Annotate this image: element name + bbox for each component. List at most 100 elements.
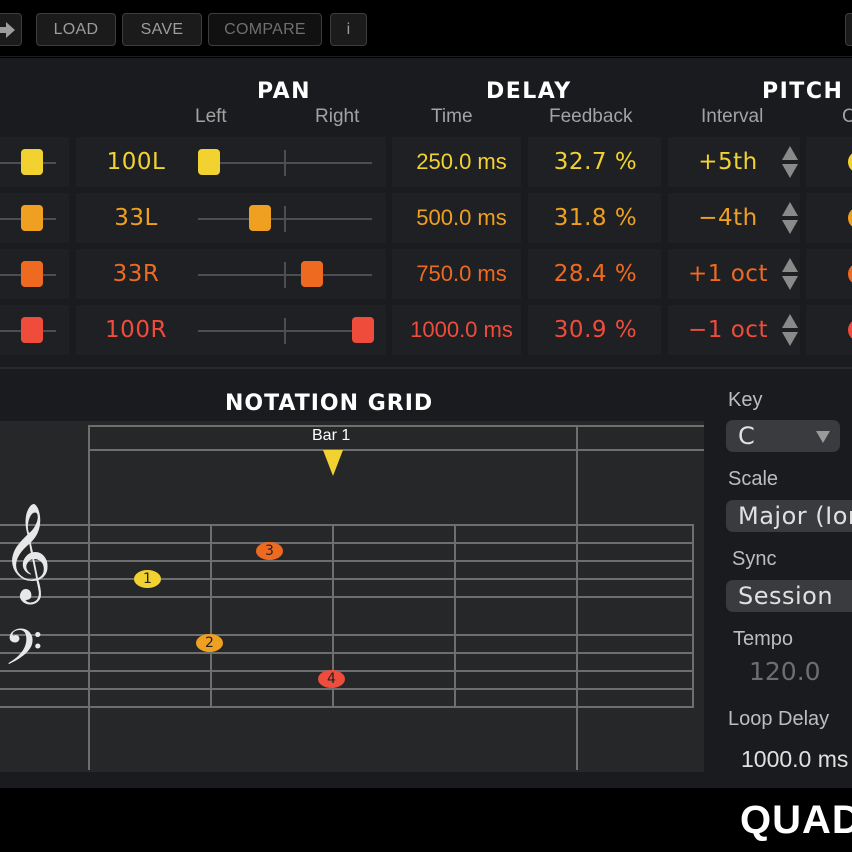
pan-center-tick bbox=[284, 150, 286, 176]
key-label: Key bbox=[728, 389, 763, 411]
pan-slider-thumb[interactable] bbox=[198, 149, 220, 175]
section-divider bbox=[0, 367, 852, 369]
grid-header-bottom-line bbox=[89, 449, 704, 451]
toolbar-right-button[interactable] bbox=[845, 13, 852, 46]
pitch-next-cell[interactable] bbox=[806, 249, 852, 299]
pan-slider-cell bbox=[186, 249, 386, 299]
info-button[interactable]: i bbox=[330, 13, 367, 46]
staff-line bbox=[0, 688, 694, 690]
notation-grid-title: NOTATION GRID bbox=[225, 391, 434, 416]
pan-slider-thumb[interactable] bbox=[301, 261, 323, 287]
pan-value-cell[interactable]: 33R bbox=[76, 249, 186, 299]
pan-value: 33L bbox=[114, 205, 158, 231]
delay-time-value: 250.0 ms bbox=[416, 149, 507, 174]
feedback-cell[interactable]: 30.9 % bbox=[528, 305, 661, 355]
interval-stepper[interactable] bbox=[781, 258, 799, 292]
pan-title: PAN bbox=[257, 79, 312, 104]
stepper-up-icon[interactable] bbox=[782, 146, 798, 160]
level-slider-thumb[interactable] bbox=[21, 317, 43, 343]
redo-button[interactable] bbox=[0, 13, 22, 46]
staff-line bbox=[0, 634, 694, 636]
pitch-title: PITCH bbox=[762, 79, 844, 104]
toolbar: LOAD SAVE COMPARE i bbox=[0, 0, 852, 57]
save-button[interactable]: SAVE bbox=[122, 13, 202, 46]
pitch-next-cell[interactable] bbox=[806, 137, 852, 187]
pitch-indicator-icon bbox=[848, 319, 852, 341]
sync-dropdown[interactable]: Session bbox=[726, 580, 852, 612]
pan-value-cell[interactable]: 100L bbox=[76, 137, 186, 187]
delay-time-value: 500.0 ms bbox=[416, 205, 507, 230]
feedback-cell[interactable]: 32.7 % bbox=[528, 137, 661, 187]
pitch-next-cell[interactable] bbox=[806, 193, 852, 243]
sync-label: Sync bbox=[732, 548, 777, 570]
pan-value: 33R bbox=[112, 261, 160, 287]
stepper-down-icon[interactable] bbox=[782, 332, 798, 346]
playhead-marker-icon[interactable] bbox=[323, 450, 343, 476]
note-1[interactable]: 1 bbox=[134, 570, 161, 588]
staff-line bbox=[0, 524, 694, 526]
stepper-up-icon[interactable] bbox=[782, 202, 798, 216]
stepper-up-icon[interactable] bbox=[782, 258, 798, 272]
pan-slider-thumb[interactable] bbox=[352, 317, 374, 343]
level-slider-thumb[interactable] bbox=[21, 149, 43, 175]
interval-cell[interactable]: −4th bbox=[668, 193, 800, 243]
delay-time-value: 1000.0 ms bbox=[410, 317, 513, 342]
pan-slider-cell bbox=[186, 305, 386, 355]
level-cell bbox=[0, 249, 69, 299]
pan-center-tick bbox=[284, 206, 286, 232]
pitch-indicator-icon bbox=[848, 263, 852, 285]
load-button[interactable]: LOAD bbox=[36, 13, 116, 46]
note-3[interactable]: 3 bbox=[256, 542, 283, 560]
beat-line bbox=[210, 524, 212, 708]
pan-slider-cell bbox=[186, 137, 386, 187]
note-2[interactable]: 2 bbox=[196, 634, 223, 652]
delay-time-label: Time bbox=[431, 106, 473, 127]
interval-cell[interactable]: −1 oct bbox=[668, 305, 800, 355]
delay-time-cell[interactable]: 1000.0 ms bbox=[392, 305, 521, 355]
interval-stepper[interactable] bbox=[781, 314, 799, 348]
key-dropdown[interactable]: C bbox=[726, 420, 840, 452]
notation-grid[interactable]: Bar 1 𝄞 𝄢 1 2 3 4 bbox=[0, 421, 704, 772]
level-slider-thumb[interactable] bbox=[21, 261, 43, 287]
loop-delay-value[interactable]: 1000.0 ms bbox=[741, 746, 849, 772]
pitch-indicator-icon bbox=[848, 207, 852, 229]
note-4[interactable]: 4 bbox=[318, 670, 345, 688]
feedback-cell[interactable]: 31.8 % bbox=[528, 193, 661, 243]
beat-line bbox=[332, 524, 334, 708]
interval-value: −4th bbox=[698, 205, 758, 231]
key-value: C bbox=[738, 422, 756, 450]
interval-cell[interactable]: +1 oct bbox=[668, 249, 800, 299]
pan-value: 100R bbox=[105, 317, 167, 343]
delay-time-cell[interactable]: 250.0 ms bbox=[392, 137, 521, 187]
pan-center-tick bbox=[284, 262, 286, 288]
interval-stepper[interactable] bbox=[781, 146, 799, 180]
tempo-value: 120.0 bbox=[749, 657, 821, 686]
pan-value-cell[interactable]: 33L bbox=[76, 193, 186, 243]
compare-button[interactable]: COMPARE bbox=[208, 13, 322, 46]
stepper-down-icon[interactable] bbox=[782, 164, 798, 178]
delay-time-cell[interactable]: 500.0 ms bbox=[392, 193, 521, 243]
pan-center-tick bbox=[284, 318, 286, 344]
stepper-up-icon[interactable] bbox=[782, 314, 798, 328]
pan-slider-thumb[interactable] bbox=[249, 205, 271, 231]
interval-stepper[interactable] bbox=[781, 202, 799, 236]
delay-time-cell[interactable]: 750.0 ms bbox=[392, 249, 521, 299]
interval-value: +5th bbox=[698, 149, 758, 175]
staff-line bbox=[0, 578, 694, 580]
staff-line bbox=[0, 596, 694, 598]
scale-dropdown[interactable]: Major (Ionian) bbox=[726, 500, 852, 532]
pan-value-cell[interactable]: 100R bbox=[76, 305, 186, 355]
feedback-value: 30.9 % bbox=[553, 317, 638, 343]
pitch-interval-label: Interval bbox=[701, 106, 764, 127]
scale-label: Scale bbox=[728, 468, 779, 490]
stepper-down-icon[interactable] bbox=[782, 276, 798, 290]
bar-label: Bar 1 bbox=[312, 427, 351, 444]
pitch-next-cell[interactable] bbox=[806, 305, 852, 355]
interval-cell[interactable]: +5th bbox=[668, 137, 800, 187]
interval-value: −1 oct bbox=[688, 317, 768, 343]
pan-left-label: Left bbox=[195, 106, 227, 127]
level-slider-thumb[interactable] bbox=[21, 205, 43, 231]
feedback-cell[interactable]: 28.4 % bbox=[528, 249, 661, 299]
stepper-down-icon[interactable] bbox=[782, 220, 798, 234]
staff-line bbox=[0, 560, 694, 562]
